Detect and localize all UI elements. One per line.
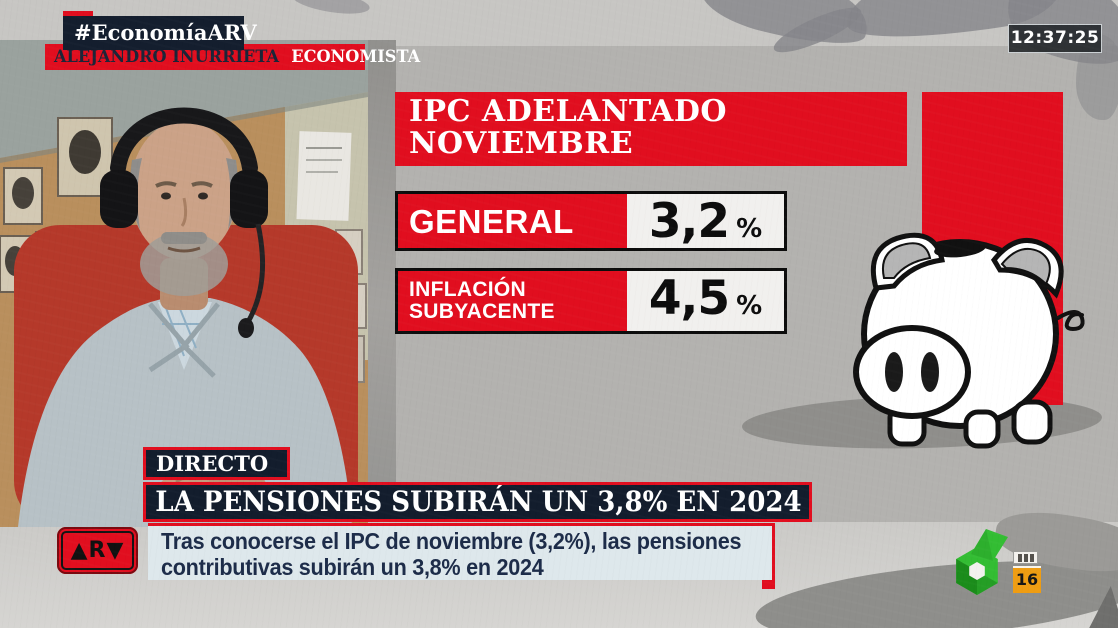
headphones xyxy=(100,107,268,338)
arv-logo: ▲R▼ xyxy=(57,527,138,574)
guest-role: ECONOMISTA xyxy=(291,47,421,67)
ipc-row-subyacente: INFLACIÓN SUBYACENTE 4,5 % xyxy=(395,268,787,334)
ipc-subyacente-unit: % xyxy=(736,291,763,321)
headline-strap: LA PENSIONES SUBIRÁN UN 3,8% EN 2024 xyxy=(143,482,812,522)
hashtag-label: #EconomíaARV xyxy=(74,20,257,45)
guest-name-strap: ALEJANDRO INURRIETA ECONOMISTA xyxy=(45,44,420,70)
microphone xyxy=(238,318,254,338)
age-rating-badge: 16 xyxy=(1013,566,1041,593)
hashtag-strap: #EconomíaARV xyxy=(63,16,257,50)
ipc-subyacente-label-line2: SUBYACENTE xyxy=(409,300,555,323)
piggy-bank-icon xyxy=(848,226,1088,454)
ticker: Tras conocerse el IPC de noviembre (3,2%… xyxy=(148,523,772,580)
infographic-title-line2: NOVIEMBRE xyxy=(409,126,634,161)
ipc-general-label: GENERAL xyxy=(409,202,574,240)
broadcast-clock: 12:37:25 xyxy=(1008,24,1102,53)
la-sexta-logo xyxy=(951,527,1009,597)
ipc-row-general: GENERAL 3,2 % xyxy=(395,191,787,251)
infographic-title-line1: IPC ADELANTADO xyxy=(409,94,727,129)
headline-text: LA PENSIONES SUBIRÁN UN 3,8% EN 2024 xyxy=(155,485,802,518)
ticker-line2: contributivas subirán un 3,8% en 2024 xyxy=(161,554,544,580)
ipc-general-unit: % xyxy=(736,214,763,244)
hashtag-red-tab xyxy=(63,11,93,19)
audio-bars-icon xyxy=(1013,551,1038,564)
concrete-pillar xyxy=(366,40,396,522)
ipc-subyacente-value: 4,5 xyxy=(648,271,730,326)
ticker-line1: Tras conocerse el IPC de noviembre (3,2%… xyxy=(161,528,742,554)
ipc-subyacente-label-line1: INFLACIÓN xyxy=(409,278,527,301)
live-badge: DIRECTO xyxy=(143,447,290,480)
infographic-title: IPC ADELANTADO NOVIEMBRE xyxy=(395,92,907,166)
ipc-general-value: 3,2 xyxy=(648,194,730,249)
beard xyxy=(140,232,228,296)
guest-name: ALEJANDRO INURRIETA xyxy=(54,47,280,67)
face xyxy=(130,120,238,260)
